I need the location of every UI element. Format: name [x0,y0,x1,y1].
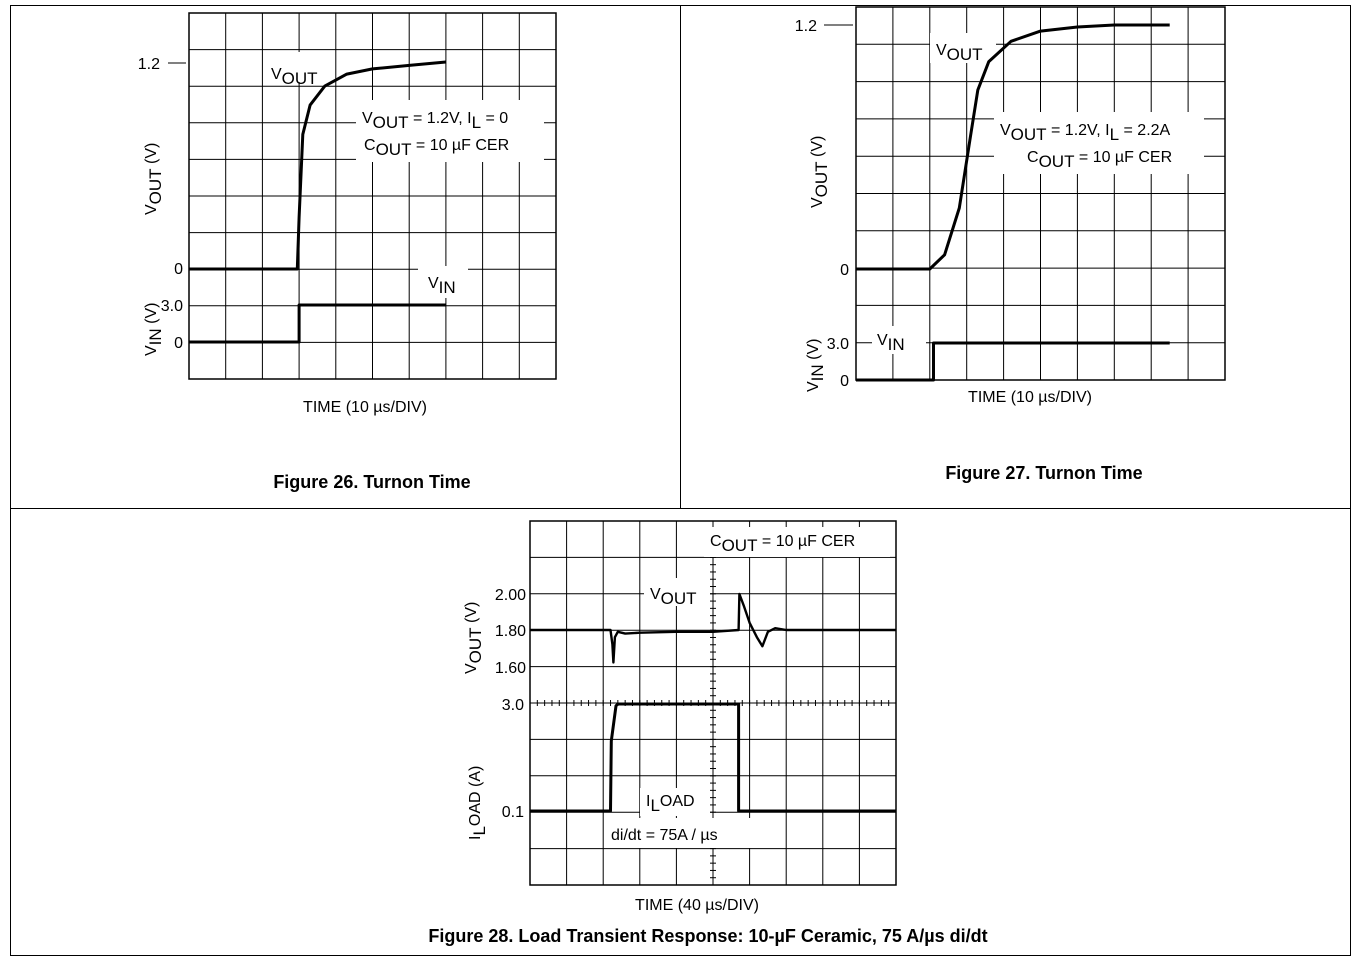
fig28-tick-label: 1.60 [495,660,526,677]
fig26-vin-axis-label: VIN (V) [143,303,165,356]
fig27-tick-label: 1.2 [795,18,817,35]
fig26-tick-label: 0 [174,261,183,278]
fig26-vin-label-bg [418,266,468,298]
fig27-vout-axis-label: VOUT (V) [809,136,831,208]
fig28-cout-annotation: COUT = 10 µF CER [710,533,855,555]
fig27-annotation-line1: VOUT = 1.2V, IL = 2.2A [1000,122,1171,144]
fig26-annotation-bg [356,100,544,162]
fig28-cout-label-bg [704,527,890,557]
fig26-annotation-line2: COUT = 10 µF CER [364,137,509,159]
fig28-x-axis-label: TIME (40 µs/DIV) [635,897,759,914]
fig28-iload-label-bg [640,788,710,816]
fig28-tick-label: 0.1 [502,804,524,821]
fig28-vout-axis-label: VOUT (V) [463,602,485,674]
fig26-vout-label-bg [264,52,334,82]
fig28-didt-label-bg [604,818,754,848]
fig27-vin-axis-label: VIN (V) [805,339,827,392]
fig28-vout-label-bg [644,578,710,606]
fig27-annotation-bg [994,112,1204,174]
figure-27: 1.2 0 3.0 0 VOUT VIN VOUT = 1.2V, IL = 2.2A COU… [795,6,1226,483]
fig27-grid-frame [855,6,1226,381]
fig27-vout-label-bg [930,33,996,63]
fig26-tick-label: 3.0 [161,298,183,315]
fig26-annotation-line1: VOUT = 1.2V, IL = 0 [362,110,508,132]
fig28-iload-trace [530,702,896,813]
fig26-vin-trace [189,303,446,344]
fig27-tick-label: 3.0 [827,336,849,353]
figure-28: 2.00 1.80 1.60 3.0 0.1 VOUT ILOAD COUT = 10 µF … [428,520,988,946]
fig27-vout-label: VOUT [936,42,983,64]
fig26-vin-label: VIN [428,275,456,297]
fig26-caption: Figure 26. Turnon Time [273,472,470,492]
fig26-vout-trace [189,60,447,271]
fig27-vin-trace [856,341,1170,382]
fig26-vout-label: VOUT [271,66,318,88]
fig28-tick-label: 3.0 [502,697,524,714]
fig28-didt-annotation: di/dt = 75A / µs [611,827,718,844]
fig28-vout-trace [530,592,896,664]
fig27-vout-trace [856,23,1170,271]
fig26-x-axis-label: TIME (10 µs/DIV) [303,399,427,416]
fig27-annotation-line2: COUT = 10 µF CER [1027,149,1172,171]
fig28-vout-label: VOUT [650,586,697,608]
fig28-iload-label: ILOAD [646,793,695,815]
figure-26: 1.2 0 3.0 0 VOUT VIN VOUT = 1.2V, IL = 0 COUT =… [138,12,557,492]
fig27-caption: Figure 27. Turnon Time [945,463,1142,483]
fig27-vin-label: VIN [877,332,905,354]
fig27-tick-label: 0 [840,373,849,390]
fig27-x-axis-label: TIME (10 µs/DIV) [968,389,1092,406]
fig27-tick-label: 0 [840,262,849,279]
fig28-tick-label: 2.00 [495,587,526,604]
fig26-tick-label: 0 [174,335,183,352]
fig28-tick-label: 1.80 [495,623,526,640]
fig26-tick-label: 1.2 [138,56,160,73]
fig27-vin-label-bg [872,326,926,354]
fig28-caption: Figure 28. Load Transient Response: 10-µ… [428,926,987,946]
fig28-iload-axis-label: ILOAD (A) [467,766,489,840]
fig26-grid-frame [188,12,557,380]
fig26-vout-axis-label: VOUT (V) [143,143,165,215]
